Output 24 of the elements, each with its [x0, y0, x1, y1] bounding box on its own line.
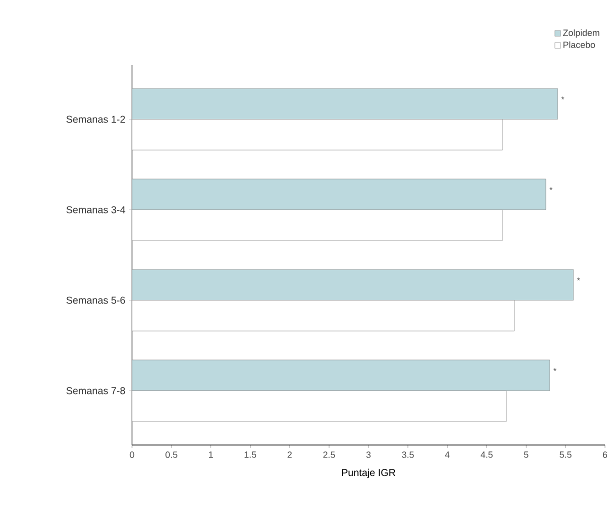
y-tick-label: Semanas 3-4 — [66, 206, 126, 214]
annotation: * — [553, 368, 556, 371]
x-tick-label: 0 — [130, 452, 134, 458]
x-tick-label: 1 — [209, 452, 213, 458]
legend-label: Placebo — [564, 41, 595, 48]
x-tick-label: 5.5 — [560, 452, 572, 458]
x-tick-label: 4 — [445, 452, 450, 458]
x-tick-label: 2 — [288, 452, 292, 458]
legend-label: Zolpidem — [563, 29, 600, 38]
annotation: * — [561, 96, 564, 100]
x-tick-label: 5 — [524, 452, 528, 458]
y-tick-label: Semanas 7-8 — [66, 387, 126, 394]
y-tick-label: Semanas 1-2 — [66, 116, 125, 123]
annotation: * — [550, 187, 552, 190]
x-tick-label: 1.5 — [244, 452, 256, 458]
x-tick-label: 3 — [366, 452, 371, 458]
x-tick-label: 0.5 — [166, 452, 178, 458]
y-tick-label: Semanas 5-6 — [66, 296, 126, 304]
x-tick-label: 3.5 — [402, 452, 414, 458]
annotation: * — [577, 278, 580, 280]
x-tick-label: 2.5 — [323, 452, 335, 458]
x-tick-label: 6 — [602, 452, 608, 458]
x-tick-label: 4.5 — [480, 452, 493, 458]
x-axis-title: Puntaje IGR — [342, 468, 396, 478]
